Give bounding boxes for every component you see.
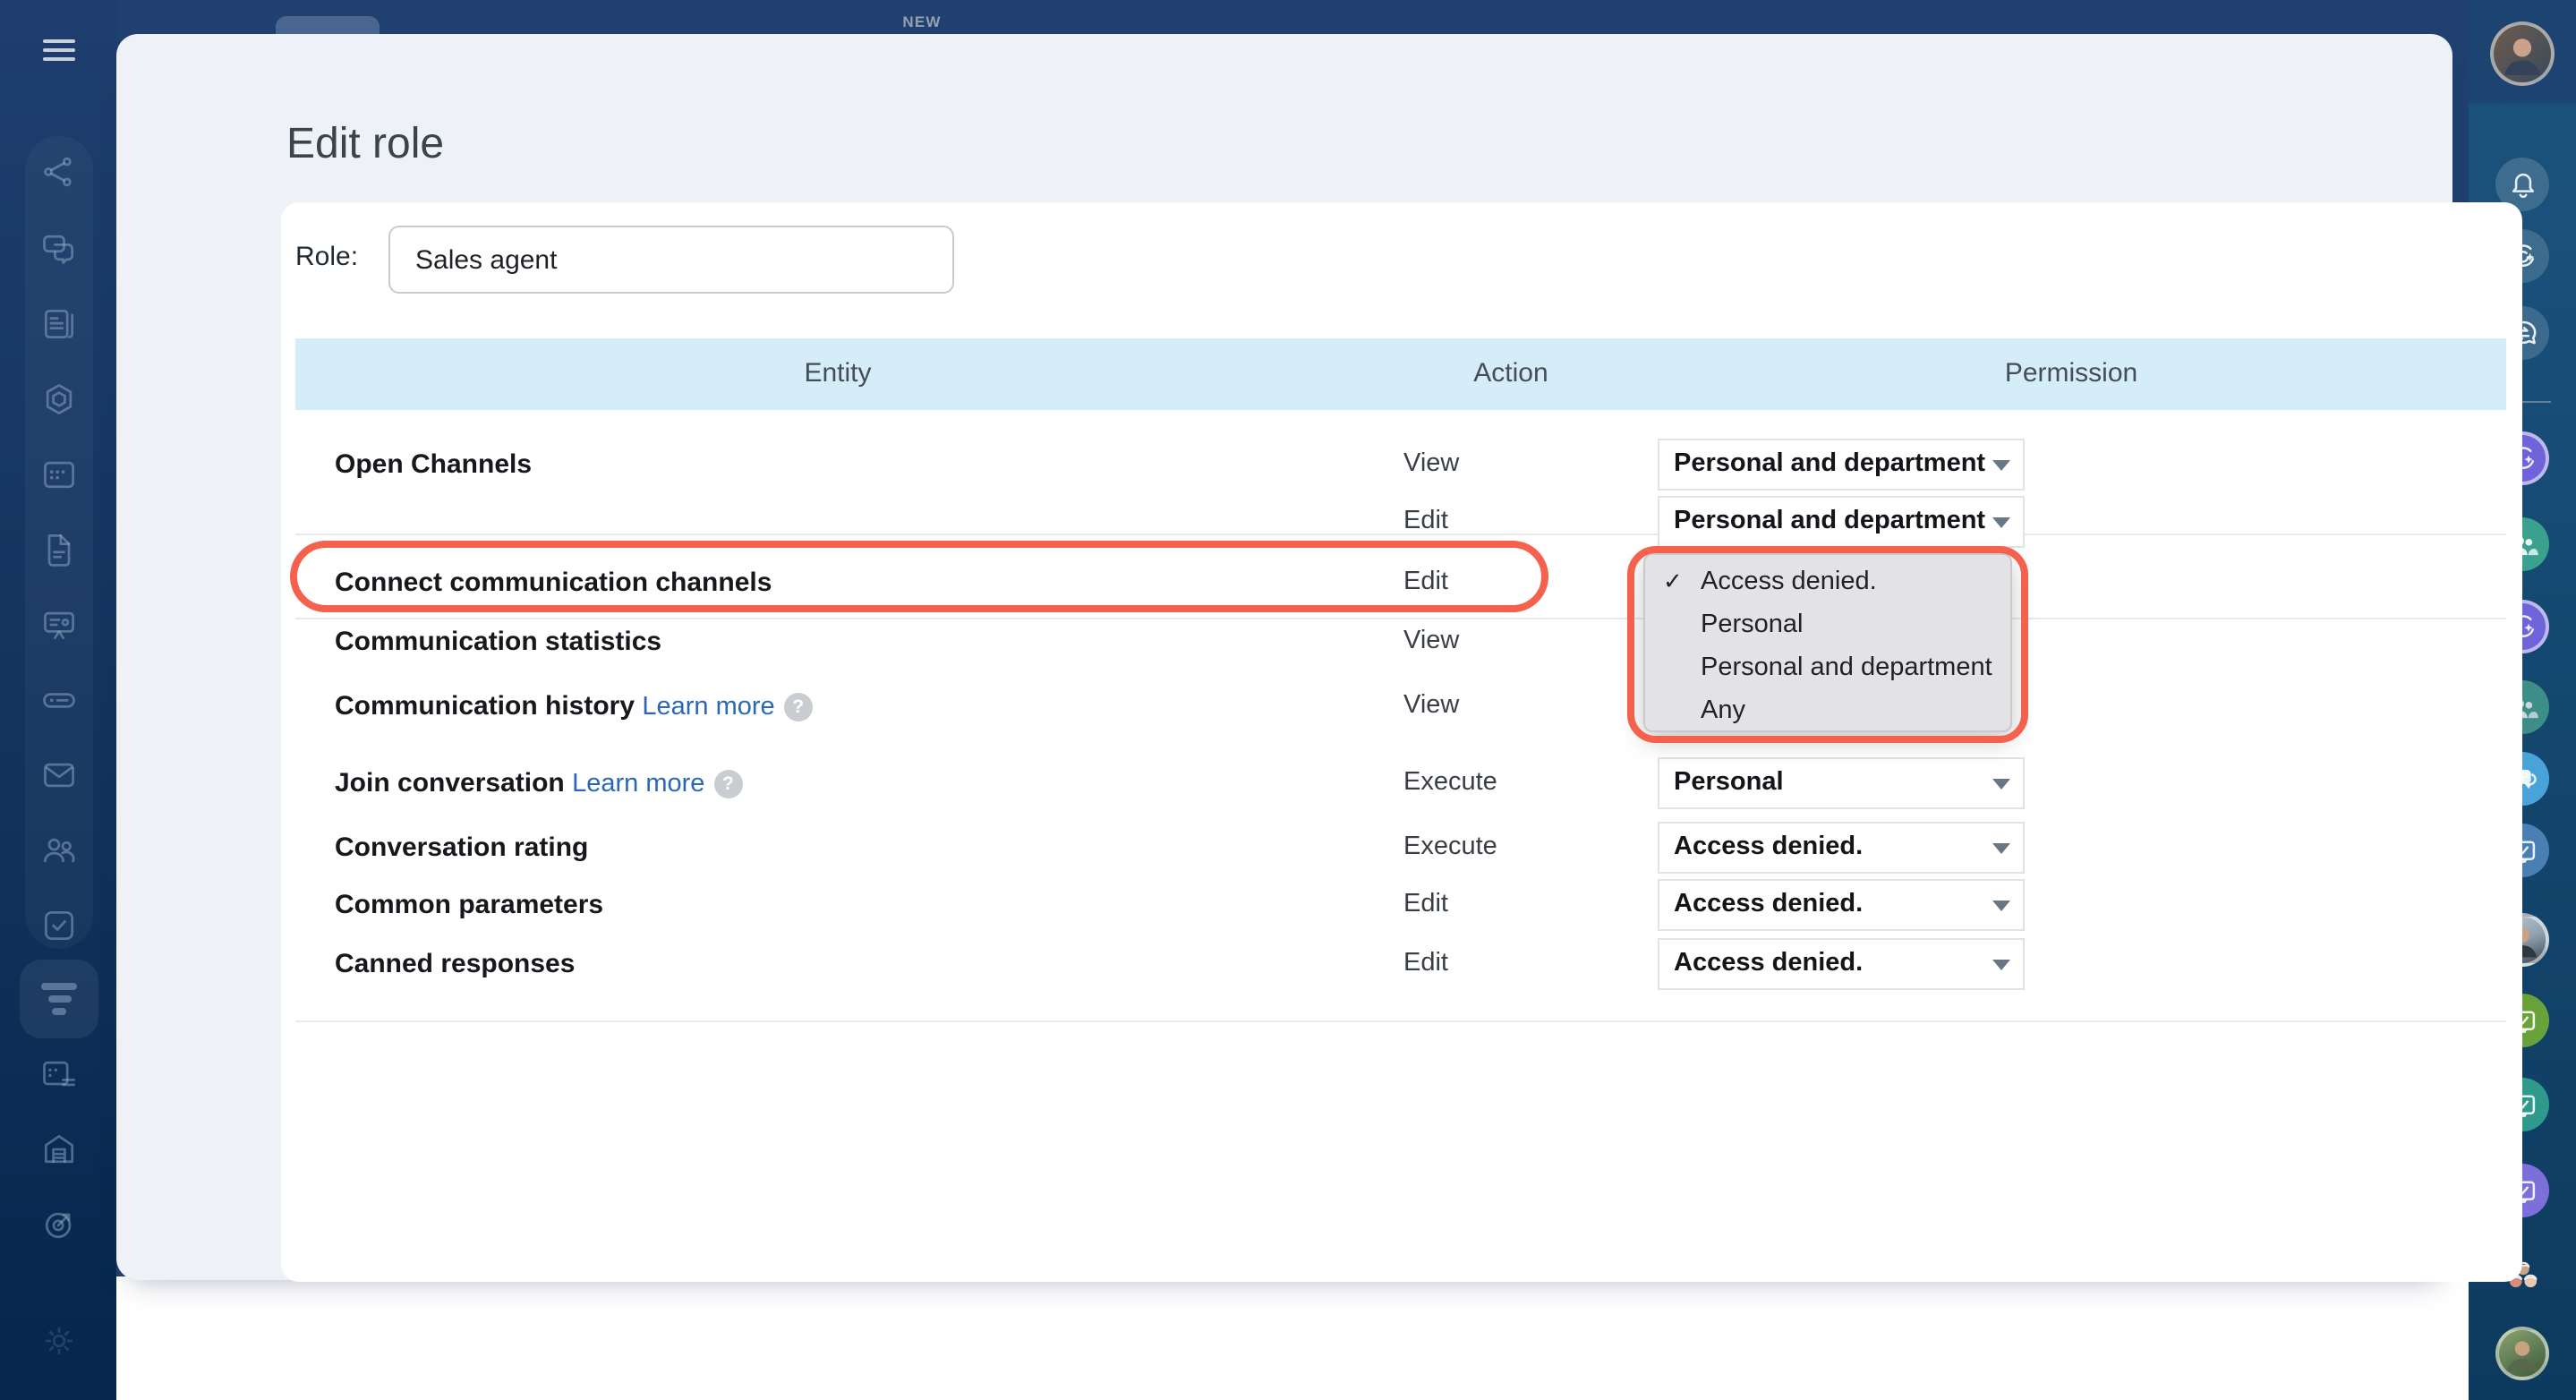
profile-avatar[interactable]	[2490, 21, 2555, 86]
entity-label: Join conversation Learn more?	[335, 757, 743, 809]
modal-title: Edit role	[286, 120, 445, 168]
learn-more-link[interactable]: Learn more	[642, 693, 775, 721]
column-header-entity: Entity	[804, 358, 872, 388]
tasks-icon[interactable]	[39, 906, 79, 945]
video-board-icon[interactable]	[39, 605, 79, 645]
entity-label: Conversation rating	[335, 832, 589, 863]
documents-icon[interactable]	[39, 530, 79, 569]
avatar-woman[interactable]	[2495, 1327, 2549, 1380]
chevron-down-icon	[1992, 517, 2010, 528]
left-sidebar	[0, 0, 116, 1400]
help-icon[interactable]: ?	[713, 770, 743, 798]
workgroups-hexagon-icon[interactable]	[39, 380, 79, 419]
chats-icon[interactable]	[39, 229, 79, 269]
learn-more-link[interactable]: Learn more	[572, 770, 705, 798]
goals-target-icon[interactable]	[39, 1205, 79, 1244]
permission-select[interactable]: Access denied.	[1658, 822, 2025, 874]
crm-active-item[interactable]	[20, 960, 98, 1038]
chevron-down-icon	[1992, 779, 2010, 790]
menu-option-personal-department[interactable]: Personal and department	[1701, 653, 1992, 682]
column-header-permission: Permission	[2004, 358, 2138, 388]
edit-role-modal: Edit role Role: Entity Action Permission…	[116, 34, 2522, 1282]
entity-label: Common parameters	[335, 890, 604, 920]
table-header	[295, 338, 2506, 410]
action-label: Execute	[1403, 768, 1497, 797]
action-label: Edit	[1403, 568, 1448, 596]
chevron-down-icon	[1992, 960, 2010, 970]
column-header-action: Action	[1473, 358, 1548, 388]
action-label: Execute	[1403, 832, 1497, 861]
news-feed-icon[interactable]	[39, 304, 79, 344]
permission-select[interactable]: Personal	[1658, 757, 2025, 809]
share-icon[interactable]	[39, 152, 79, 192]
modal-footer: SAVE CANCEL	[116, 1276, 2469, 1400]
permission-select[interactable]: Personal and department	[1658, 496, 2025, 548]
entity-label: Canned responses	[335, 949, 576, 979]
sidebar-icon-group	[25, 136, 93, 949]
menu-option-access-denied[interactable]: ✓ Access denied.	[1645, 560, 2010, 603]
permission-select[interactable]: Personal and department	[1658, 439, 2025, 491]
warehouse-icon[interactable]	[39, 1130, 79, 1169]
permission-dropdown-menu: ✓ Access denied. Personal Personal and d…	[1643, 553, 2012, 732]
chevron-down-icon	[1992, 843, 2010, 854]
action-label: View	[1403, 691, 1460, 720]
menu-hamburger-icon[interactable]	[43, 39, 75, 63]
menu-option-any[interactable]: Any	[1701, 696, 1745, 725]
employees-icon[interactable]	[39, 831, 79, 870]
menu-option-personal[interactable]: Personal	[1701, 610, 1804, 639]
rail-divider	[2494, 401, 2551, 403]
new-badge: NEW	[902, 13, 942, 30]
chevron-down-icon	[1992, 901, 2010, 911]
action-label: Edit	[1403, 890, 1448, 918]
schedule-icon[interactable]	[39, 1054, 79, 1094]
calendar-icon[interactable]	[39, 455, 79, 494]
action-label: View	[1403, 449, 1460, 478]
settings-gear-icon[interactable]	[39, 1321, 79, 1361]
role-label: Role:	[295, 242, 359, 272]
entity-label: Communication statistics	[335, 627, 662, 657]
action-label: View	[1403, 627, 1460, 655]
role-name-input[interactable]	[388, 226, 954, 294]
chevron-down-icon	[1992, 460, 2010, 471]
permission-select[interactable]: Access denied.	[1658, 938, 2025, 990]
action-label: Edit	[1403, 949, 1448, 977]
drive-icon[interactable]	[39, 680, 79, 720]
entity-label: Open Channels	[335, 449, 533, 480]
entity-label: Connect communication channels	[335, 568, 772, 598]
mail-icon[interactable]	[39, 755, 79, 795]
table-bottom-divider	[295, 1020, 2506, 1022]
action-label: Edit	[1403, 507, 1448, 535]
help-icon[interactable]: ?	[783, 693, 813, 721]
permission-select[interactable]: Access denied.	[1658, 879, 2025, 931]
entity-label: Communication history Learn more?	[335, 680, 813, 732]
checkmark-icon: ✓	[1663, 568, 1683, 594]
